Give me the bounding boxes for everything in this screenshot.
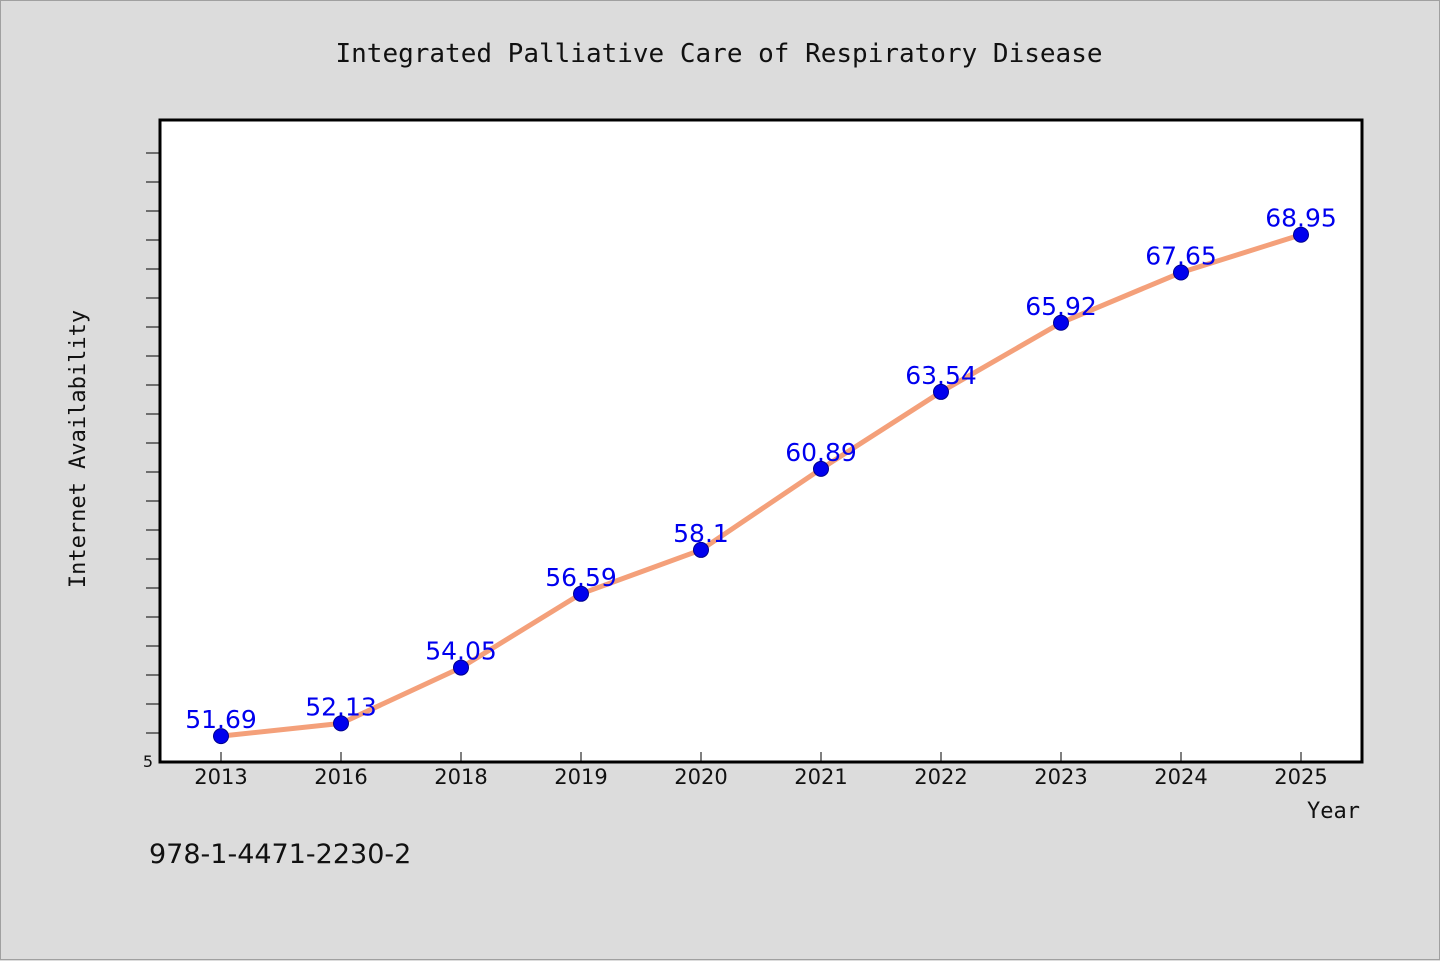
series-markers (213, 226, 1309, 745)
marker-2022 (933, 383, 949, 400)
data-labels: 51.69 52.13 54.05 56.59 58.1 60.89 63.54 65.92 6… (185, 204, 1337, 734)
data-label-2020: 58.1 (673, 519, 729, 548)
chart-title: Integrated Palliative Care of Respirator… (335, 39, 1102, 69)
y-axis-ticks (146, 152, 160, 734)
data-label-2022: 63.54 (905, 361, 977, 390)
x-axis-tick-labels: 2013 2016 2018 2019 2020 2021 2022 2023 2024 2025 (194, 765, 1327, 789)
data-label-2023: 65.92 (1025, 292, 1097, 321)
marker-2018 (453, 659, 469, 676)
marker-2020 (693, 541, 709, 558)
plot-area (158, 118, 1364, 764)
marker-2019 (573, 585, 589, 602)
marker-2025 (1293, 226, 1309, 243)
data-label-2024: 67.65 (1145, 242, 1217, 271)
x-tick-label-2023: 2023 (1034, 765, 1087, 789)
x-axis-label: Year (1307, 799, 1360, 824)
data-label-2019: 56.59 (545, 563, 617, 592)
x-axis-ticks (220, 752, 1302, 762)
marker-2016 (333, 715, 349, 732)
data-label-2025: 68.95 (1265, 204, 1337, 233)
data-label-2013: 51.69 (185, 705, 257, 734)
x-tick-label-2013: 2013 (194, 765, 247, 789)
data-label-2018: 54.05 (425, 637, 497, 666)
marker-2013 (213, 728, 229, 745)
y-axis-label: Internet Availability (66, 310, 91, 588)
data-label-2016: 52.13 (305, 692, 377, 721)
series-line (220, 232, 1302, 739)
x-tick-label-2021: 2021 (794, 765, 847, 789)
x-tick-label-2022: 2022 (914, 765, 967, 789)
marker-2024 (1173, 264, 1189, 281)
data-label-2021: 60.89 (785, 438, 857, 467)
y-tick-label: 5 (143, 752, 153, 771)
x-tick-label-2018: 2018 (434, 765, 487, 789)
marker-2021 (813, 460, 829, 477)
x-tick-label-2025: 2025 (1274, 765, 1327, 789)
x-tick-label-2019: 2019 (554, 765, 607, 789)
x-tick-label-2016: 2016 (314, 765, 367, 789)
isbn-footer: 978-1-4471-2230-2 (149, 839, 411, 870)
x-tick-label-2020: 2020 (674, 765, 727, 789)
x-tick-label-2024: 2024 (1154, 765, 1207, 789)
marker-2023 (1053, 314, 1069, 331)
